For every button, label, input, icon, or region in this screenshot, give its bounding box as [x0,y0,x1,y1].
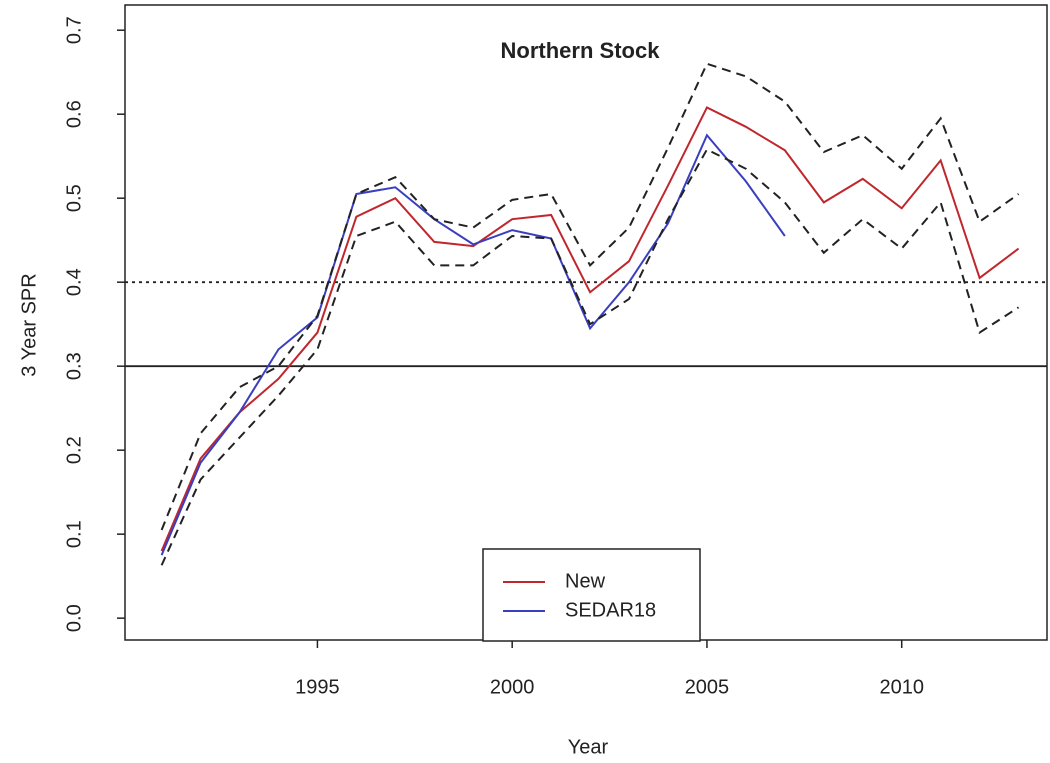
y-tick-label: 0.2 [63,436,85,464]
chart-title: Northern Stock [501,38,661,63]
y-tick-label: 0.7 [63,16,85,44]
x-tick-label: 2005 [685,676,730,698]
x-tick-label: 1995 [295,676,340,698]
x-tick-label: 2000 [490,676,535,698]
x-axis-label: Year [568,736,609,758]
series-line [160,106,1020,552]
y-tick-label: 0.5 [63,184,85,212]
y-tick-label: 0.4 [63,268,85,296]
series-line [160,133,786,556]
y-axis-label: 3 Year SPR [18,273,40,376]
y-tick-label: 0.1 [63,520,85,548]
series-line [160,62,1020,531]
y-tick-label: 0.3 [63,352,85,380]
x-tick-label: 2010 [879,676,924,698]
y-tick-label: 0.6 [63,100,85,128]
legend-box [482,548,701,642]
legend-label: New [565,570,606,592]
series-line [160,148,1020,566]
legend-label: SEDAR18 [565,599,656,621]
y-tick-label: 0.0 [63,604,85,632]
plot-frame [124,4,1048,641]
